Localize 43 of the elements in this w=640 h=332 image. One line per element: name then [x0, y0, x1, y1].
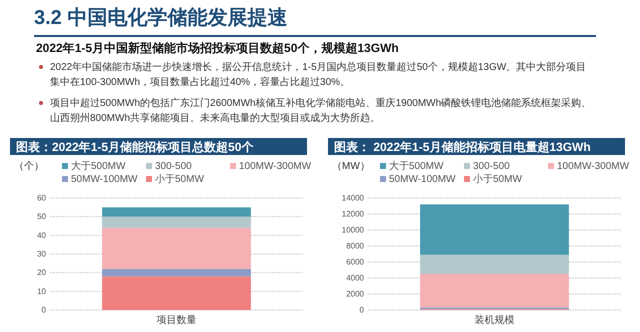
legend-label: 小于50MW [155, 173, 204, 185]
y-tick-label: 10000 [342, 226, 365, 235]
chart-title: 图表： 2022年1-5月储能招标项目电量超13GWh [334, 140, 591, 154]
text: 3.2 中国电化学储能发展提速 [34, 6, 288, 31]
bar [102, 276, 251, 310]
bar [102, 216, 251, 228]
y-tick-label: 8000 [346, 242, 365, 251]
y-tick-label: 0 [360, 306, 365, 315]
legend-label: 50MW-100MW [389, 174, 456, 185]
text: 项目中超过500MWh的包括广东江门2600MWh核储互补电化学储能电站、重庆1900MWh磷酸铁锂电池储能系统框架采购、山西朔州800MWh共享储能项目。未来高电量的大型项目或成为大势所趋。 [50, 96, 592, 126]
y-tick-label: 60 [37, 194, 47, 203]
bar [102, 207, 251, 217]
legend-label: 300-500 [155, 161, 192, 172]
y-tick-label: 20 [37, 268, 47, 278]
bar [420, 254, 569, 274]
y-tick-label: 12000 [342, 210, 365, 219]
chart-title: 图表：2022年1-5月储能招标项目总数超50个 [16, 140, 254, 154]
bar [102, 268, 251, 276]
legend-label: 大于500MW [71, 160, 126, 172]
y-tick-label: 10 [37, 286, 47, 296]
x-tick-label: 项目数量 [156, 315, 196, 326]
legend-label: 小于50MW [473, 173, 522, 185]
bar [420, 204, 569, 255]
legend-label: 100MW-300MW [239, 161, 312, 172]
y-axis-title: （个） [14, 160, 44, 172]
legend-label: 300-500 [473, 161, 510, 172]
legend-label: 50MW-100MW [71, 174, 138, 185]
text: 2022年1-5月中国新型储能市场招投标项目数超50个，规模超13GWh [36, 40, 399, 57]
y-tick-label: 4000 [346, 274, 365, 283]
y-axis-title: （MW） [332, 161, 370, 172]
x-tick-label: 装机规模 [474, 314, 514, 326]
y-tick-label: 2000 [346, 290, 365, 299]
legend-label: 大于500MW [389, 160, 444, 172]
y-tick-label: 50 [37, 212, 47, 222]
y-tick-label: 40 [37, 230, 47, 240]
y-tick-label: 0 [42, 306, 47, 315]
y-tick-label: 30 [37, 250, 47, 259]
y-tick-label: 6000 [346, 258, 365, 267]
legend-label: 100MW-300MW [557, 161, 630, 172]
bar [102, 228, 251, 269]
y-tick-label: 14000 [342, 194, 365, 203]
bar [420, 274, 569, 308]
text: 2022年中国储能市场进一步快速增长，据公开信息统计，1-5月国内总项目数量超过50个，规模超13GW。其中大部分项目集中在100-300MWh，项目数量占比超过40%，容量占比超过30%。 [50, 60, 588, 90]
